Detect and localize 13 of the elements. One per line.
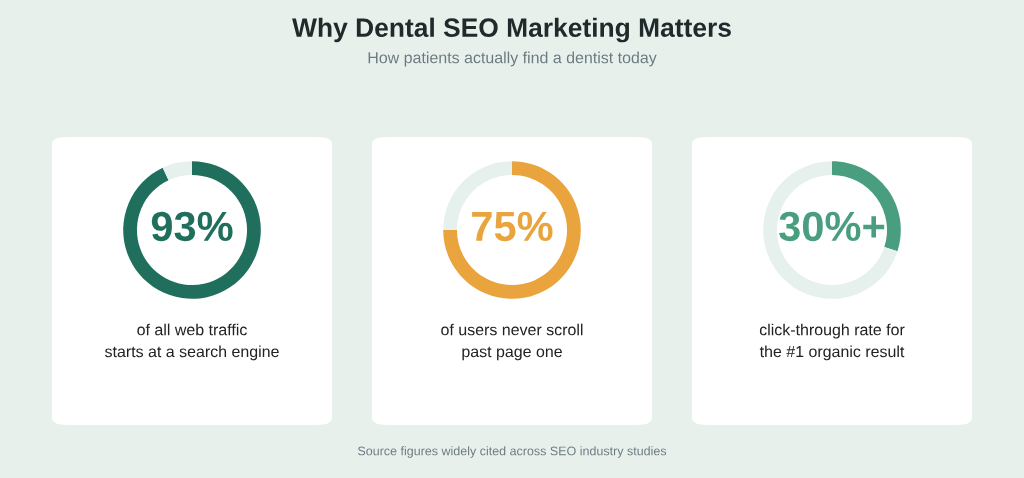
- donut-slice: [162, 161, 192, 181]
- data-label: 93%: [151, 211, 233, 242]
- source-note: Source figures widely cited across SEO industry studies: [358, 446, 667, 458]
- text: of all web traffic starts at a search engine: [105, 323, 279, 361]
- donut-slice: [763, 161, 898, 299]
- donut-slice: [123, 161, 261, 299]
- donut-slice: [443, 161, 581, 299]
- chart-subtitle: How patients actually find a dentist today: [368, 51, 657, 67]
- data-label: 30%+: [779, 211, 885, 242]
- text: click-through rate for the #1 organic result: [759, 323, 905, 361]
- data-label: 75%: [472, 211, 553, 242]
- chart-title: Why Dental SEO Marketing Matters: [292, 17, 731, 43]
- text: of users never scroll past page one: [441, 323, 583, 361]
